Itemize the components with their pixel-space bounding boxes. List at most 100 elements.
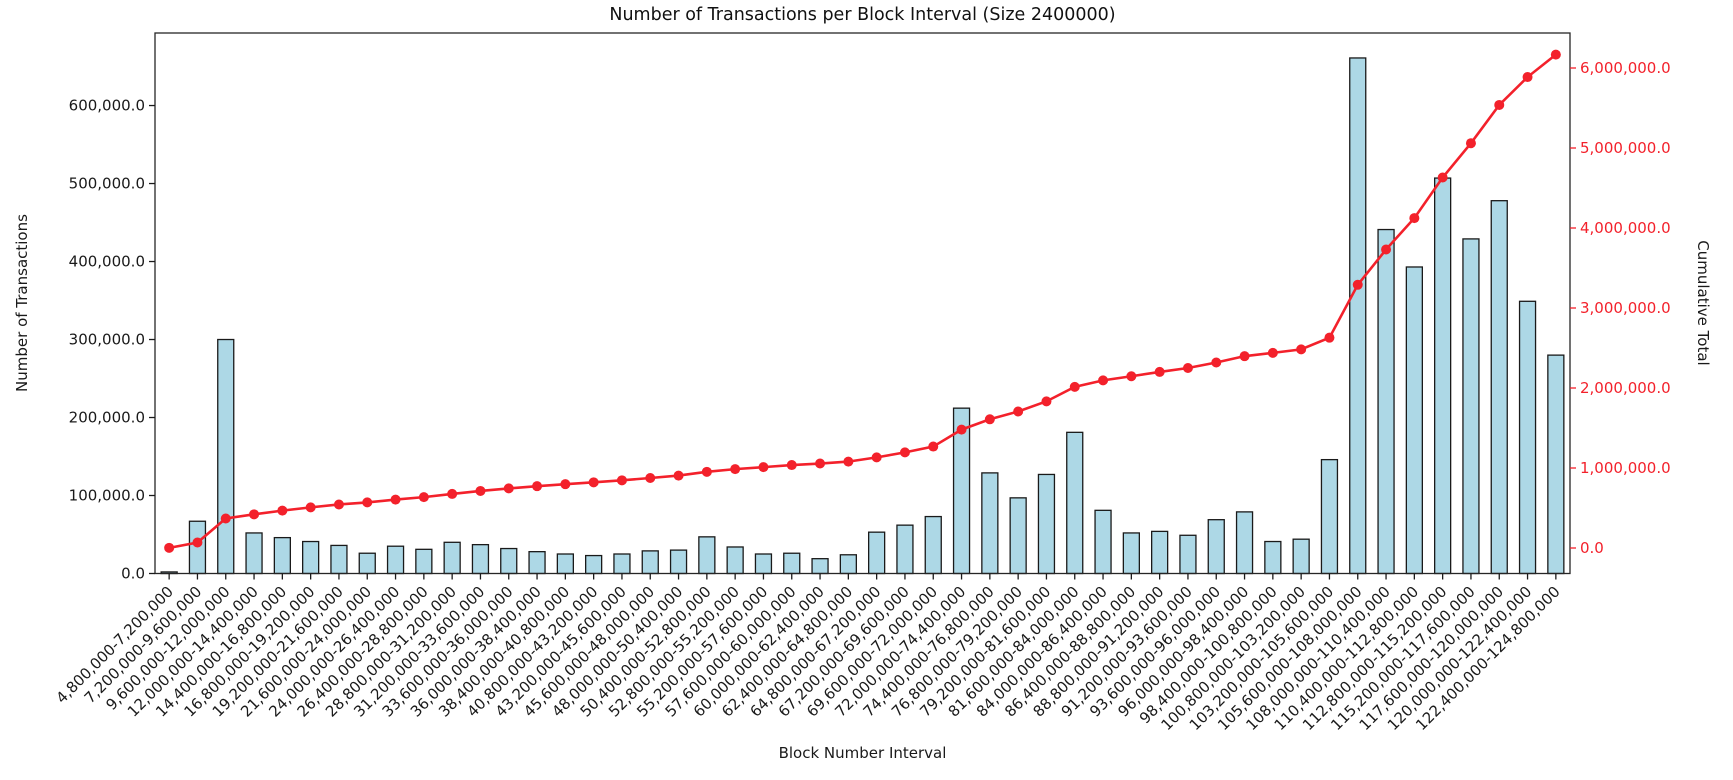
y-right-tick-label: 1,000,000.0 bbox=[1580, 459, 1671, 477]
bar bbox=[443, 541, 461, 575]
cumulative-point bbox=[786, 460, 797, 471]
cumulative-point bbox=[588, 477, 599, 488]
bar bbox=[528, 551, 546, 575]
cumulative-point bbox=[277, 505, 288, 516]
bar bbox=[1122, 532, 1140, 575]
bar bbox=[273, 536, 292, 575]
bar bbox=[1094, 509, 1112, 575]
y-right-tick-label: 3,000,000.0 bbox=[1580, 299, 1671, 317]
cumulative-point bbox=[1013, 406, 1024, 417]
bar bbox=[585, 554, 603, 575]
cumulative-point bbox=[1098, 375, 1109, 386]
bar bbox=[1207, 519, 1225, 575]
y-left-tick-label: 200,000.0 bbox=[69, 409, 145, 427]
bar bbox=[924, 515, 942, 575]
bar bbox=[811, 558, 829, 575]
bar bbox=[981, 472, 999, 575]
y-axis-label-left: Number of Transactions bbox=[13, 214, 31, 392]
bar bbox=[217, 338, 235, 575]
cumulative-point bbox=[871, 452, 882, 463]
bar bbox=[500, 547, 518, 575]
bar bbox=[868, 531, 886, 575]
cumulative-point bbox=[899, 447, 910, 458]
cumulative-point bbox=[1522, 72, 1533, 83]
cumulative-point bbox=[418, 492, 429, 503]
bar bbox=[698, 536, 716, 575]
bar bbox=[726, 546, 744, 575]
cumulative-point bbox=[1069, 381, 1080, 392]
y-left-tick-label: 500,000.0 bbox=[69, 175, 145, 193]
y-left-tick-label: 300,000.0 bbox=[69, 331, 145, 349]
bar bbox=[783, 552, 801, 575]
cumulative-point bbox=[984, 414, 995, 425]
cumulative-point bbox=[1154, 366, 1165, 377]
cumulative-point bbox=[645, 473, 656, 483]
y-right-tick-label: 4,000,000.0 bbox=[1580, 219, 1671, 237]
bar bbox=[1235, 511, 1254, 575]
cumulative-point bbox=[1211, 357, 1222, 368]
cumulative-point bbox=[1041, 396, 1052, 407]
cumulative-point bbox=[1381, 244, 1392, 255]
bar bbox=[301, 540, 320, 575]
chart-title: Number of Transactions per Block Interva… bbox=[609, 5, 1116, 25]
cumulative-point bbox=[701, 466, 712, 477]
bar bbox=[1349, 57, 1367, 575]
bar bbox=[1434, 177, 1452, 575]
axes-spines bbox=[154, 32, 1571, 575]
cumulative-point bbox=[1465, 138, 1476, 149]
cumulative-point bbox=[390, 494, 401, 505]
y-axis-label-right: Cumulative Total bbox=[1694, 240, 1712, 366]
cumulative-point bbox=[616, 475, 627, 486]
cumulative-point bbox=[1494, 99, 1505, 110]
cumulative-point bbox=[843, 456, 854, 467]
bar bbox=[1377, 228, 1395, 575]
cumulative-point bbox=[956, 424, 967, 435]
cumulative-point bbox=[333, 499, 344, 510]
cumulative-point bbox=[532, 481, 543, 492]
bar bbox=[1264, 540, 1282, 575]
cumulative-point bbox=[1126, 371, 1137, 382]
cumulative-point bbox=[730, 464, 741, 475]
cumulative-point bbox=[1182, 363, 1193, 373]
bar bbox=[839, 554, 857, 575]
cumulative-point bbox=[192, 537, 203, 548]
bar bbox=[669, 549, 688, 575]
cumulative-point bbox=[1550, 49, 1561, 60]
cumulative-point bbox=[1267, 347, 1278, 358]
bar bbox=[1151, 530, 1169, 575]
y-left-tick-label: 400,000.0 bbox=[69, 253, 145, 271]
bar bbox=[1066, 431, 1084, 575]
bar bbox=[556, 553, 574, 575]
bar bbox=[386, 545, 405, 575]
bar bbox=[1462, 238, 1480, 575]
cumulative-point bbox=[758, 462, 769, 473]
bar bbox=[754, 553, 773, 575]
cumulative-point bbox=[503, 483, 514, 494]
cumulative-point bbox=[305, 502, 316, 513]
bar bbox=[1037, 473, 1056, 575]
y-right-tick-label: 5,000,000.0 bbox=[1580, 139, 1671, 157]
bar bbox=[896, 524, 914, 575]
cumulative-point bbox=[249, 509, 260, 520]
cumulative-point bbox=[164, 542, 175, 553]
cumulative-point bbox=[362, 497, 373, 508]
cumulative-point bbox=[673, 470, 684, 481]
bar bbox=[1490, 200, 1508, 575]
bar bbox=[1292, 538, 1310, 575]
bar bbox=[613, 553, 631, 575]
cumulative-point bbox=[928, 441, 939, 452]
y-left-tick-label: 0.0 bbox=[121, 565, 145, 583]
bar bbox=[1320, 458, 1339, 575]
bar bbox=[1518, 300, 1537, 575]
cumulative-line bbox=[168, 53, 1557, 550]
cumulative-point bbox=[1437, 172, 1448, 183]
cumulative-point bbox=[220, 513, 231, 524]
bar bbox=[1179, 534, 1197, 575]
cumulative-point bbox=[447, 488, 458, 499]
cumulative-point bbox=[1239, 351, 1250, 362]
cumulative-point bbox=[1352, 279, 1363, 290]
y-left-tick-label: 600,000.0 bbox=[69, 97, 145, 115]
y-right-tick-label: 2,000,000.0 bbox=[1580, 379, 1671, 397]
